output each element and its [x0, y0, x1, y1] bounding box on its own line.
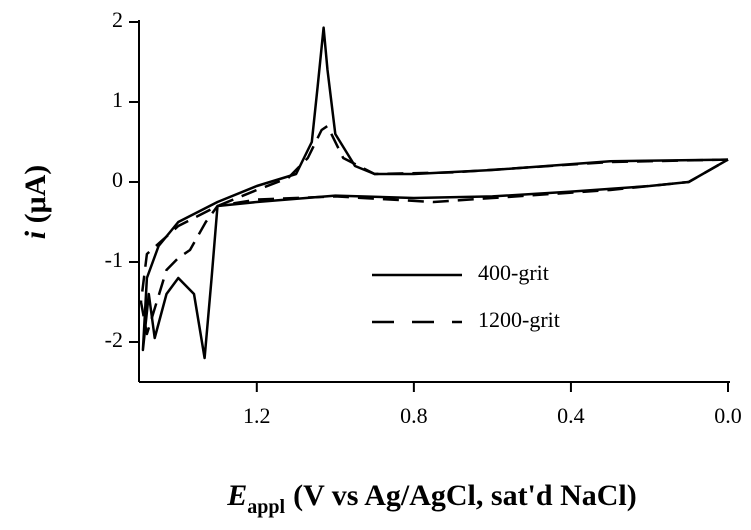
- x-tick-label: 1.2: [243, 403, 271, 428]
- series-line: [139, 124, 729, 336]
- x-axis-label: Eappl (V vs Ag/AgCl, sat'd NaCl): [226, 479, 636, 518]
- x-label-text: (V vs Ag/AgCl, sat'd NaCl): [293, 479, 637, 512]
- y-label-symbol: i: [19, 230, 52, 239]
- x-label-subscript: appl: [247, 496, 285, 518]
- x-tick-label: 0.8: [400, 403, 428, 428]
- legend-label: 400-grit: [478, 260, 549, 285]
- y-tick-label: 1: [112, 87, 123, 112]
- y-axis-label: i (μA): [19, 165, 52, 240]
- x-tick-label: 0.4: [557, 403, 585, 428]
- x-label-symbol: E: [226, 479, 247, 512]
- y-label-text: (μA): [19, 165, 52, 224]
- series-line: [141, 26, 729, 360]
- x-tick-label: 0.0: [714, 403, 742, 428]
- legend-label: 1200-grit: [478, 307, 560, 332]
- y-tick-label: -2: [105, 327, 123, 352]
- y-tick-label: 0: [112, 167, 123, 192]
- y-tick-label: 2: [112, 7, 123, 32]
- y-tick-label: -1: [105, 247, 123, 272]
